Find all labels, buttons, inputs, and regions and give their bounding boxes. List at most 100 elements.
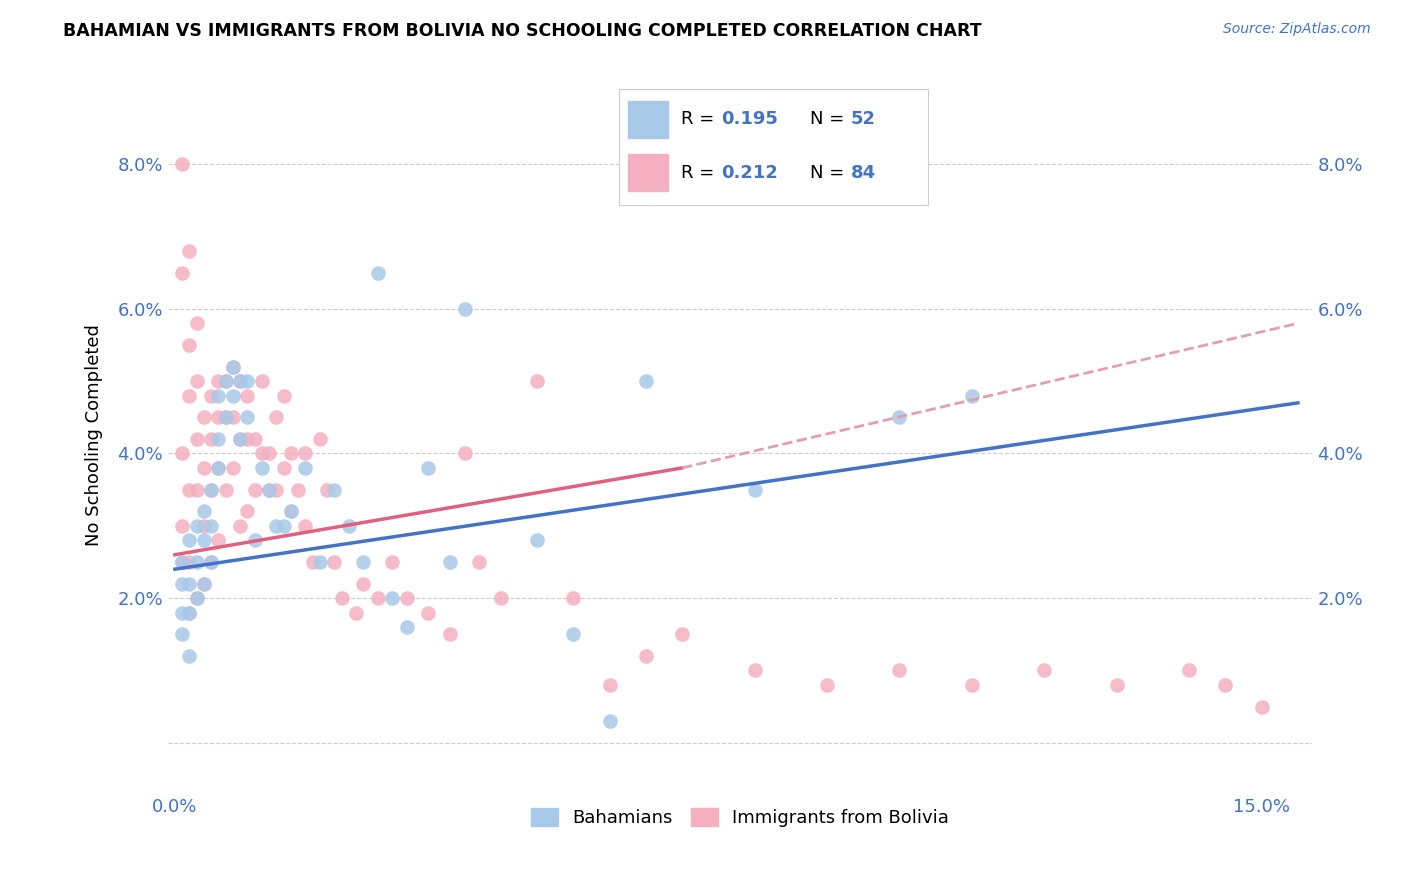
Point (1033, 664, 1056, 678)
Point (222, 389, 245, 403)
Point (266, 483, 288, 497)
Point (214, 410, 236, 425)
Point (222, 359, 245, 374)
Text: 0.212: 0.212 (721, 164, 778, 182)
Point (352, 555, 374, 569)
Point (214, 483, 236, 497)
Point (222, 359, 245, 374)
Point (671, 627, 693, 641)
Point (468, 555, 491, 569)
Point (207, 389, 229, 403)
Point (344, 606, 367, 620)
Point (179, 606, 201, 620)
Point (207, 374, 229, 388)
Point (200, 483, 222, 497)
Point (200, 432, 222, 446)
Point (207, 432, 229, 446)
Point (960, 678, 983, 692)
Point (179, 338, 201, 352)
Point (273, 389, 295, 403)
Point (186, 591, 208, 606)
Point (337, 518, 360, 533)
Point (395, 620, 418, 634)
Point (229, 374, 252, 388)
Point (257, 446, 280, 460)
Point (200, 518, 222, 533)
Point (236, 432, 259, 446)
Point (193, 576, 215, 591)
Point (526, 374, 548, 388)
Point (186, 518, 208, 533)
Point (323, 555, 346, 569)
Text: 0.195: 0.195 (721, 111, 778, 128)
Point (294, 461, 316, 475)
Point (179, 533, 201, 548)
Point (257, 483, 280, 497)
Point (1178, 664, 1201, 678)
Point (193, 410, 215, 425)
Point (186, 374, 208, 388)
Point (889, 410, 911, 425)
Point (301, 555, 323, 569)
Point (172, 576, 194, 591)
Point (186, 316, 208, 330)
Point (236, 374, 259, 388)
Point (280, 446, 302, 460)
Point (316, 483, 339, 497)
Point (889, 664, 911, 678)
Point (214, 374, 236, 388)
Point (257, 483, 280, 497)
Point (179, 576, 201, 591)
Point (744, 483, 766, 497)
Bar (628, 101, 668, 138)
Text: N =: N = (810, 164, 851, 182)
Bar (628, 154, 668, 191)
Point (243, 483, 266, 497)
Text: N =: N = (810, 111, 851, 128)
Point (229, 432, 252, 446)
Point (172, 555, 194, 569)
Point (222, 461, 245, 475)
Point (634, 374, 657, 388)
Text: 84: 84 (851, 164, 876, 182)
Point (172, 627, 194, 641)
Point (179, 555, 201, 569)
Point (526, 533, 548, 548)
Point (294, 446, 316, 460)
Text: R =: R = (681, 164, 720, 182)
Point (229, 432, 252, 446)
Point (172, 555, 194, 569)
Point (172, 518, 194, 533)
Point (439, 627, 461, 641)
Point (236, 504, 259, 518)
Point (308, 555, 330, 569)
Point (236, 389, 259, 403)
Point (243, 533, 266, 548)
Point (229, 518, 252, 533)
Point (200, 389, 222, 403)
Point (395, 591, 418, 606)
Point (250, 374, 273, 388)
Point (439, 555, 461, 569)
Point (243, 432, 266, 446)
Point (367, 591, 389, 606)
Point (172, 606, 194, 620)
Point (200, 483, 222, 497)
Point (1215, 678, 1237, 692)
Point (599, 678, 621, 692)
Point (266, 410, 288, 425)
Point (562, 591, 585, 606)
Point (214, 410, 236, 425)
Point (280, 504, 302, 518)
Point (250, 446, 273, 460)
Point (287, 483, 309, 497)
Point (172, 266, 194, 280)
Point (179, 389, 201, 403)
Point (207, 410, 229, 425)
Point (207, 461, 229, 475)
Point (172, 157, 194, 171)
Point (1105, 678, 1128, 692)
Point (381, 591, 404, 606)
Point (172, 446, 194, 460)
Point (1250, 699, 1272, 714)
